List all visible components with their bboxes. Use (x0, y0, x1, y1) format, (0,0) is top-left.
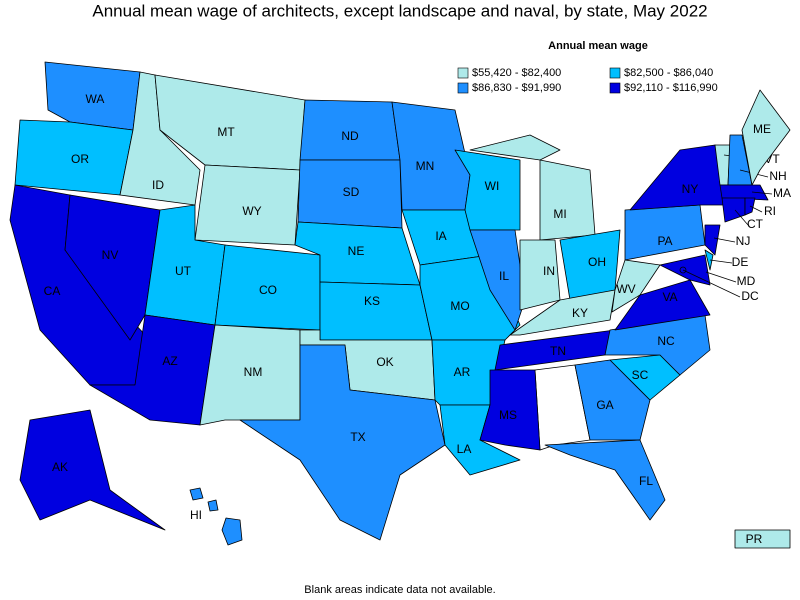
state-label: KS (364, 294, 380, 308)
state-label: HI (190, 508, 202, 522)
state-label: OH (588, 255, 606, 269)
leader-line (709, 259, 733, 264)
state-label: WY (242, 204, 261, 218)
state-label: NH (769, 169, 786, 183)
state-label: MN (416, 159, 435, 173)
state-label: NC (657, 334, 675, 348)
state-label: OK (376, 355, 393, 369)
state-label: MT (217, 125, 235, 139)
state-label: CT (747, 217, 764, 231)
state-label: DC (741, 289, 759, 303)
state-label: FL (639, 474, 653, 488)
leader-line (705, 271, 737, 283)
state (721, 197, 746, 223)
state-label: SC (632, 368, 649, 382)
state-label: IN (543, 264, 555, 278)
state-label: WI (485, 179, 500, 193)
state (574, 359, 651, 441)
state (629, 144, 726, 211)
state (704, 224, 721, 256)
state-label: PR (746, 532, 763, 546)
state-label: DE (732, 255, 749, 269)
state (207, 499, 219, 512)
state (704, 249, 714, 271)
state-label: UT (175, 264, 192, 278)
state-label: ND (341, 129, 359, 143)
legend-swatch (609, 67, 621, 79)
legend-swatch (457, 82, 469, 94)
state (744, 197, 756, 216)
state (19, 409, 166, 531)
leader-line (734, 209, 749, 226)
state-label: VA (662, 290, 677, 304)
state-label: CA (44, 284, 61, 298)
legend-label: $55,420 - $82,400 (472, 67, 561, 79)
leader-line (751, 191, 773, 195)
state-label: GA (596, 398, 613, 412)
state (544, 439, 666, 521)
state-label: AZ (162, 354, 177, 368)
state-label: IL (499, 269, 509, 283)
state-label: MA (773, 186, 791, 200)
state-label: IA (435, 229, 446, 243)
legend-swatch (609, 82, 621, 94)
state-label: NJ (736, 234, 751, 248)
state-label: MO (450, 299, 469, 313)
state (469, 229, 526, 331)
state-label: LA (457, 442, 472, 456)
legend-label: $82,500 - $86,040 (624, 67, 713, 79)
state-label: NE (348, 244, 365, 258)
state-label: KY (572, 306, 588, 320)
state (189, 487, 204, 501)
state-label: WA (86, 92, 105, 106)
state (539, 159, 596, 241)
state-label: NY (682, 182, 699, 196)
state-label: NV (102, 248, 119, 262)
state (221, 517, 243, 546)
state-label: PA (657, 234, 672, 248)
state (719, 184, 769, 201)
map-title: Annual mean wage of architects, except l… (92, 1, 707, 20)
state (624, 204, 706, 261)
state (734, 529, 791, 549)
legend-label: $92,110 - $116,990 (624, 82, 718, 94)
state (509, 289, 616, 336)
state-label: RI (764, 204, 776, 218)
footnote: Blank areas indicate data not available. (304, 584, 495, 596)
state (64, 194, 161, 341)
state (741, 89, 791, 186)
state-label: OR (71, 152, 89, 166)
state-label: WV (616, 282, 635, 296)
state-label: CO (259, 283, 277, 297)
state-label: AK (52, 460, 68, 474)
state-label: TX (350, 430, 365, 444)
legend-title: Annual mean wage (548, 40, 648, 52)
leader-line (713, 237, 736, 243)
leader-line (682, 269, 741, 298)
state (611, 259, 661, 313)
state-label: AR (454, 365, 471, 379)
state (319, 281, 433, 341)
state-label: TN (550, 344, 566, 358)
state (469, 134, 561, 161)
legend-swatch (457, 67, 469, 79)
state-label: NM (244, 365, 263, 379)
legend-label: $86,830 - $91,990 (472, 82, 561, 94)
leader-line (749, 205, 763, 213)
state (239, 344, 446, 541)
state-label: MS (499, 408, 517, 422)
state-label: ID (152, 178, 164, 192)
state-label: MD (737, 274, 756, 288)
state-label: MI (553, 207, 566, 221)
state-label: ME (753, 122, 771, 136)
state-label: SD (343, 185, 360, 199)
state (479, 369, 541, 451)
